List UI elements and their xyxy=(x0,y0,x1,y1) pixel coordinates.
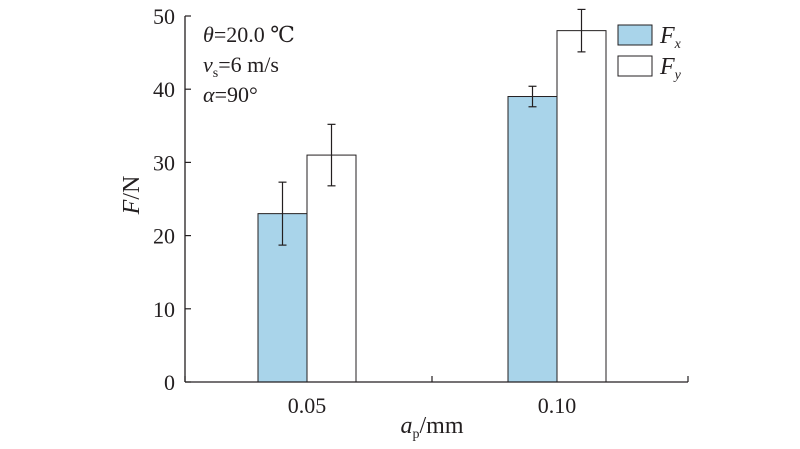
y-tick-label: 0 xyxy=(164,370,175,395)
x-tick-label: 0.05 xyxy=(288,393,327,418)
error-bar xyxy=(577,8,586,53)
annotation-temperature: θ=20.0 ℃ xyxy=(203,22,295,47)
annotation-block: θ=20.0 ℃ vs=6 m/s α=90° xyxy=(203,22,295,107)
annotation-angle: α=90° xyxy=(203,82,258,107)
x-tick-label: 0.10 xyxy=(538,393,577,418)
y-tick-label: 50 xyxy=(153,4,175,29)
bar-fy-0.10 xyxy=(556,30,607,383)
bars-layer xyxy=(257,30,607,383)
legend-label-fy: Fy xyxy=(659,54,682,83)
y-tick-label: 30 xyxy=(153,150,175,175)
legend-swatch-fy xyxy=(617,55,653,77)
x-ticks: 0.05 0.10 xyxy=(184,376,689,418)
y-ticks: 0 10 20 30 40 50 xyxy=(153,4,191,395)
error-bar xyxy=(327,123,336,187)
x-axis-label: ap/mm xyxy=(400,413,463,442)
y-axis-label: F/N xyxy=(119,176,145,216)
error-bar xyxy=(528,85,537,108)
bar-fy-0.05 xyxy=(306,154,357,383)
y-tick-label: 40 xyxy=(153,77,175,102)
y-tick-label: 10 xyxy=(153,297,175,322)
legend-label-fx: Fx xyxy=(659,23,682,52)
bar-fx-0.10 xyxy=(507,96,558,383)
legend-swatch-fx xyxy=(617,24,653,46)
error-bar xyxy=(278,181,287,246)
error-bars-layer xyxy=(278,8,586,246)
annotation-speed: vs=6 m/s xyxy=(203,52,279,81)
y-tick-label: 20 xyxy=(153,224,175,249)
legend: Fx Fy xyxy=(617,23,682,83)
